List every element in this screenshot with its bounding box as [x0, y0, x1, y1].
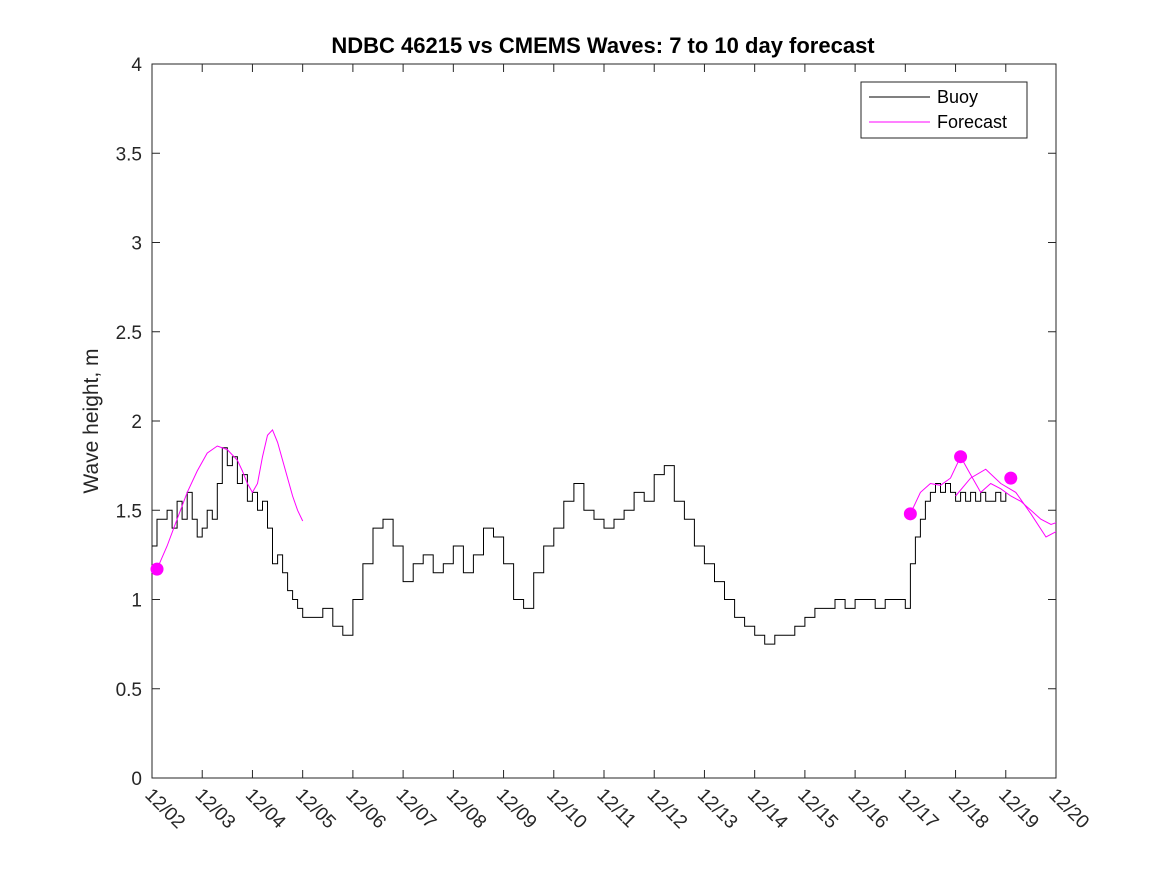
y-tick-label: 3 [131, 234, 142, 255]
y-tick-label: 0 [131, 769, 142, 790]
series-line-forecast [955, 468, 1057, 538]
forecast-marker [150, 562, 164, 576]
axis-ticks [151, 63, 1057, 779]
y-tick-labels: 0 0.5 1 1.5 2 2.5 3 3.5 4 [116, 55, 143, 790]
y-tick-label: 2.5 [116, 323, 142, 344]
y-tick-label: 4 [131, 55, 142, 76]
plot-area [151, 63, 1057, 779]
series-layer [150, 428, 1057, 645]
y-tick-label: 1 [131, 591, 142, 612]
y-axis-label: Wave height, m [80, 348, 103, 493]
forecast-marker [903, 507, 917, 521]
y-tick-label: 3.5 [116, 144, 142, 165]
legend-forecast-label: Forecast [937, 112, 1007, 132]
chart-title: NDBC 46215 vs CMEMS Waves: 7 to 10 day f… [331, 33, 875, 58]
y-tick-label: 0.5 [116, 680, 142, 701]
forecast-marker [954, 450, 968, 464]
series-line-forecast [156, 428, 304, 570]
y-tick-label: 2 [131, 412, 142, 433]
legend-box [860, 81, 1028, 139]
series-line-buoy [152, 447, 1007, 645]
legend: Buoy Forecast [860, 81, 1028, 139]
series-line-forecast [909, 455, 1057, 526]
y-tick-label: 1.5 [116, 501, 142, 522]
forecast-marker [1004, 471, 1018, 485]
legend-buoy-label: Buoy [937, 87, 978, 107]
